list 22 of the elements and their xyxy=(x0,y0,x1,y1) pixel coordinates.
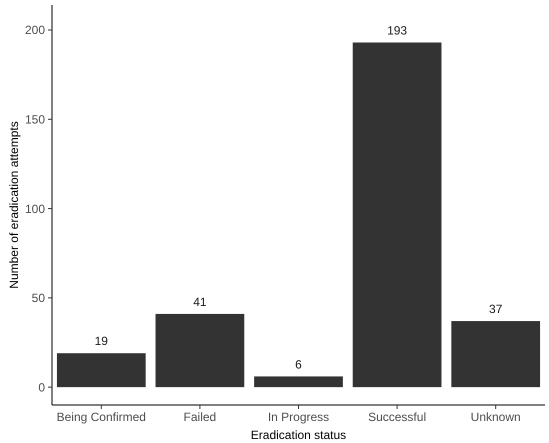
bar xyxy=(156,314,244,388)
y-tick-label: 100 xyxy=(24,202,46,216)
y-axis-title: Number of eradication attempts xyxy=(7,121,21,289)
x-tick-label: In Progress xyxy=(268,410,330,424)
data-label: 193 xyxy=(387,24,408,38)
x-tick-label: Unknown xyxy=(470,410,521,424)
bar xyxy=(254,376,343,388)
bar xyxy=(451,321,540,388)
y-tick-label: 0 xyxy=(38,380,46,394)
y-tick-label: 150 xyxy=(24,112,46,126)
x-axis-title: Eradication status xyxy=(250,428,346,442)
y-tick-label: 50 xyxy=(32,291,46,306)
bar xyxy=(56,353,146,388)
x-tick-label: Failed xyxy=(184,410,216,424)
data-label: 37 xyxy=(489,302,503,316)
y-tick-label: 200 xyxy=(24,23,46,38)
data-label: 19 xyxy=(94,334,108,348)
x-tick-label: Successful xyxy=(368,410,426,424)
data-label: 6 xyxy=(295,357,302,372)
bar xyxy=(352,42,442,388)
data-label: 41 xyxy=(193,294,207,309)
x-tick-label: Being Confirmed xyxy=(56,410,146,424)
